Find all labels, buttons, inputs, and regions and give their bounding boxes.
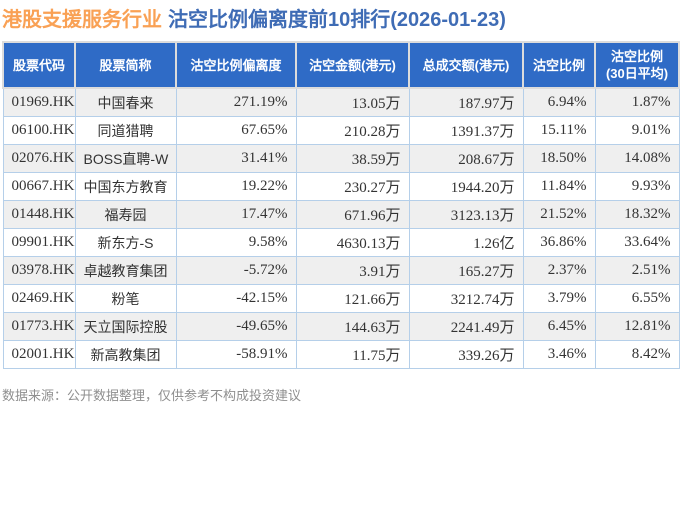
- title-industry: 港股支援服务行业: [2, 9, 162, 31]
- table-cell: 同道猎聘: [74, 116, 177, 145]
- table-header-row: 股票代码 股票简称 沽空比例偏离度 沽空金额(港元) 总成交额(港元) 沽空比例 沽空比例 …: [2, 41, 680, 89]
- table-row: 06100.HK 同道猎聘 67.65% 210.28万 1391.37万 15.11% 9…: [2, 116, 680, 145]
- table-cell: 18.50%: [522, 144, 596, 173]
- table-cell: 6.94%: [522, 87, 596, 117]
- table-cell: 2241.49万: [408, 312, 524, 341]
- table-row: 02469.HK 粉笔 -42.15% 121.66万 3212.74万 3.79% 6.5…: [2, 284, 680, 313]
- table-cell: -58.91%: [175, 340, 297, 369]
- table-cell: 中国春来: [74, 87, 177, 117]
- table-cell: 9.01%: [594, 116, 680, 145]
- data-source-note: 数据来源：公开数据整理，仅供参考不构成投资建议: [2, 388, 302, 403]
- table-cell: 福寿园: [74, 200, 177, 229]
- table-cell: 新东方-S: [74, 228, 177, 257]
- table-cell: 02001.HK: [2, 340, 76, 369]
- table-cell: 187.97万: [408, 87, 524, 117]
- table-cell: 1.87%: [594, 87, 680, 117]
- table-cell: 3212.74万: [408, 284, 524, 313]
- table-header: 股票代码 股票简称 沽空比例偏离度 沽空金额(港元) 总成交额(港元) 沽空比例 沽空比例 …: [2, 41, 680, 89]
- page-title: 港股支援服务行业 沽空比例偏离度前10排行(2026-01-23): [0, 0, 680, 39]
- column-header-4: 总成交额(港元): [408, 41, 524, 89]
- table-cell: 2.37%: [522, 256, 596, 285]
- table-cell: 21.52%: [522, 200, 596, 229]
- table-cell: 14.08%: [594, 144, 680, 173]
- table-cell: 02469.HK: [2, 284, 76, 313]
- table-cell: 12.81%: [594, 312, 680, 341]
- table-cell: 1.26亿: [408, 228, 524, 257]
- title-main: 沽空比例偏离度前10排行(2026-01-23): [168, 9, 506, 31]
- column-header-5: 沽空比例: [522, 41, 596, 89]
- table-row: 00667.HK 中国东方教育 19.22% 230.27万 1944.20万 11.84…: [2, 172, 680, 201]
- table-cell: 03978.HK: [2, 256, 76, 285]
- table-cell: 3.91万: [295, 256, 410, 285]
- table-cell: 3.79%: [522, 284, 596, 313]
- table-cell: 210.28万: [295, 116, 410, 145]
- table-cell: 1391.37万: [408, 116, 524, 145]
- table-cell: 6.45%: [522, 312, 596, 341]
- table-cell: 09901.HK: [2, 228, 76, 257]
- column-header-0: 股票代码: [2, 41, 76, 89]
- table-cell: -5.72%: [175, 256, 297, 285]
- table-cell: 01773.HK: [2, 312, 76, 341]
- table-cell: 19.22%: [175, 172, 297, 201]
- table-cell: BOSS直聘-W: [74, 144, 177, 173]
- table-row: 02001.HK 新高教集团 -58.91% 11.75万 339.26万 3.46% 8.…: [2, 340, 680, 369]
- table-row: 02076.HK BOSS直聘-W 31.41% 38.59万 208.67万 18.50…: [2, 144, 680, 173]
- table-cell: 36.86%: [522, 228, 596, 257]
- table-cell: 3123.13万: [408, 200, 524, 229]
- table-cell: 67.65%: [175, 116, 297, 145]
- table-cell: 1944.20万: [408, 172, 524, 201]
- table-cell: 9.93%: [594, 172, 680, 201]
- table-cell: 230.27万: [295, 172, 410, 201]
- table-cell: 13.05万: [295, 87, 410, 117]
- table-cell: 671.96万: [295, 200, 410, 229]
- table-cell: 8.42%: [594, 340, 680, 369]
- table-cell: 9.58%: [175, 228, 297, 257]
- table-cell: 粉笔: [74, 284, 177, 313]
- table-cell: 208.67万: [408, 144, 524, 173]
- table-cell: 31.41%: [175, 144, 297, 173]
- table-cell: 天立国际控股: [74, 312, 177, 341]
- table-cell: 卓越教育集团: [74, 256, 177, 285]
- table-cell: 新高教集团: [74, 340, 177, 369]
- table-cell: -49.65%: [175, 312, 297, 341]
- table-body: 01969.HK 中国春来 271.19% 13.05万 187.97万 6.94% 1.8…: [2, 87, 680, 369]
- table-cell: 00667.HK: [2, 172, 76, 201]
- table-row: 01448.HK 福寿园 17.47% 671.96万 3123.13万 21.52% 18…: [2, 200, 680, 229]
- table-cell: 121.66万: [295, 284, 410, 313]
- table-cell: 144.63万: [295, 312, 410, 341]
- column-header-1: 股票简称: [74, 41, 177, 89]
- table-row: 09901.HK 新东方-S 9.58% 4630.13万 1.26亿 36.86% 33.…: [2, 228, 680, 257]
- table-cell: 2.51%: [594, 256, 680, 285]
- table-cell: 02076.HK: [2, 144, 76, 173]
- table-cell: 01969.HK: [2, 87, 76, 117]
- table-cell: 6.55%: [594, 284, 680, 313]
- column-header-2: 沽空比例偏离度: [175, 41, 297, 89]
- table-cell: -42.15%: [175, 284, 297, 313]
- table-cell: 11.84%: [522, 172, 596, 201]
- column-header-6: 沽空比例 (30日平均): [594, 41, 680, 89]
- table-cell: 15.11%: [522, 116, 596, 145]
- table-cell: 11.75万: [295, 340, 410, 369]
- table-cell: 18.32%: [594, 200, 680, 229]
- table-cell: 38.59万: [295, 144, 410, 173]
- table-cell: 33.64%: [594, 228, 680, 257]
- table-row: 01969.HK 中国春来 271.19% 13.05万 187.97万 6.94% 1.8…: [2, 87, 680, 117]
- table-cell: 06100.HK: [2, 116, 76, 145]
- column-header-3: 沽空金额(港元): [295, 41, 410, 89]
- table-cell: 3.46%: [522, 340, 596, 369]
- table-cell: 339.26万: [408, 340, 524, 369]
- table-cell: 01448.HK: [2, 200, 76, 229]
- table-row: 03978.HK 卓越教育集团 -5.72% 3.91万 165.27万 2.37% 2.5…: [2, 256, 680, 285]
- table-row: 01773.HK 天立国际控股 -49.65% 144.63万 2241.49万 6.45…: [2, 312, 680, 341]
- table-cell: 271.19%: [175, 87, 297, 117]
- short-ratio-rank-table: 股票代码 股票简称 沽空比例偏离度 沽空金额(港元) 总成交额(港元) 沽空比例 沽空比例 …: [2, 41, 680, 369]
- table-cell: 17.47%: [175, 200, 297, 229]
- table-cell: 4630.13万: [295, 228, 410, 257]
- table-cell: 165.27万: [408, 256, 524, 285]
- table-cell: 中国东方教育: [74, 172, 177, 201]
